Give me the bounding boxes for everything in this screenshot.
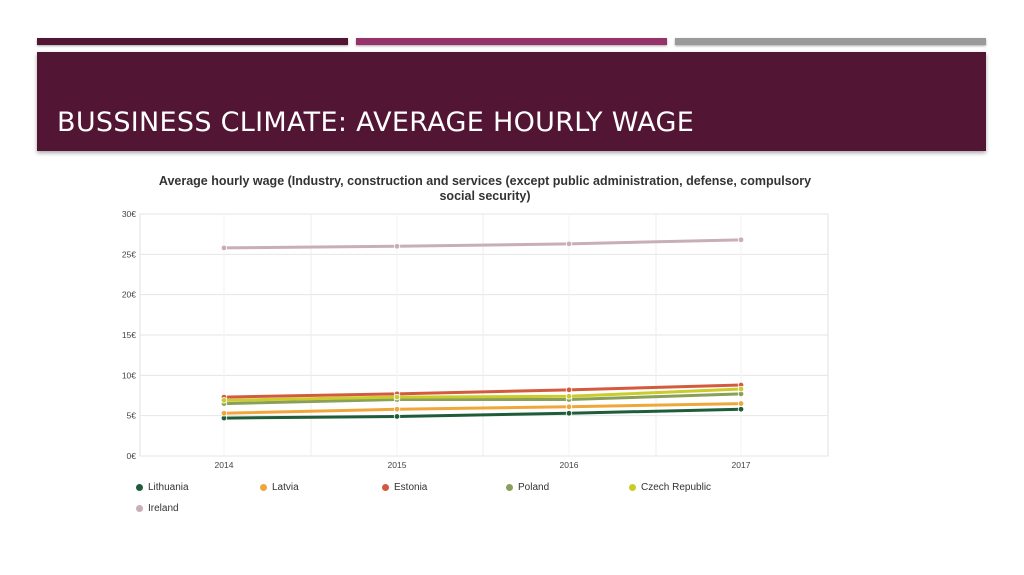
legend-label: Poland: [518, 482, 550, 493]
series-line-czech-republic: [222, 387, 743, 402]
data-point: [393, 393, 401, 401]
x-tick-label: 2017: [732, 460, 751, 470]
legend-marker: [260, 484, 267, 491]
y-tick-label: 30€: [122, 209, 136, 219]
data-point: [393, 243, 401, 250]
y-tick-label: 25€: [122, 249, 136, 259]
accent-bar-2: [356, 38, 667, 45]
data-point: [565, 393, 573, 400]
title-band: BUSSINESS CLIMATE: AVERAGE HOURLY WAGE: [37, 52, 986, 151]
x-tick-label: 2016: [560, 460, 579, 470]
series-line-lithuania: [222, 407, 743, 420]
y-tick-label: 0€: [127, 451, 137, 461]
legend-marker: [136, 505, 143, 512]
slide-title: BUSSINESS CLIMATE: AVERAGE HOURLY WAGE: [57, 107, 695, 138]
accent-bar-1: [37, 38, 348, 45]
legend-marker: [382, 484, 389, 491]
legend-marker: [506, 484, 513, 491]
accent-bar-3: [675, 38, 986, 45]
data-point: [393, 406, 401, 413]
series-line-ireland: [222, 238, 743, 250]
series-line-estonia: [222, 383, 743, 399]
data-point: [565, 386, 573, 394]
series-line-latvia: [222, 402, 743, 415]
series-line-poland: [222, 392, 743, 406]
y-tick-label: 5€: [127, 411, 137, 421]
legend-label: Ireland: [148, 503, 179, 514]
data-point: [220, 397, 228, 404]
legend-item: Ireland: [136, 503, 179, 514]
y-tick-label: 20€: [122, 290, 136, 300]
legend-item: Czech Republic: [629, 482, 711, 493]
x-tick-label: 2014: [215, 460, 234, 470]
legend-marker: [629, 484, 636, 491]
data-point: [220, 410, 228, 417]
legend-label: Czech Republic: [641, 482, 712, 493]
legend-label: Lithuania: [148, 482, 189, 493]
data-point: [393, 413, 401, 420]
data-point: [565, 240, 573, 248]
data-point: [220, 244, 228, 252]
legend-marker: [136, 484, 143, 491]
x-tick-label: 2015: [388, 460, 407, 470]
data-point: [737, 406, 745, 413]
legend-item: Estonia: [382, 482, 427, 493]
chart-title: Average hourly wage (Industry, construct…: [158, 174, 812, 203]
legend-label: Estonia: [394, 482, 428, 493]
y-tick-label: 15€: [122, 330, 136, 340]
data-point: [737, 236, 745, 244]
y-tick-label: 10€: [122, 370, 136, 380]
data-point: [737, 400, 745, 407]
legend-item: Poland: [506, 482, 549, 493]
data-point: [565, 403, 573, 410]
data-point: [737, 385, 745, 393]
data-point: [565, 410, 573, 417]
legend-item: Latvia: [260, 482, 299, 493]
legend-item: Lithuania: [136, 482, 189, 493]
legend-label: Latvia: [272, 482, 299, 493]
